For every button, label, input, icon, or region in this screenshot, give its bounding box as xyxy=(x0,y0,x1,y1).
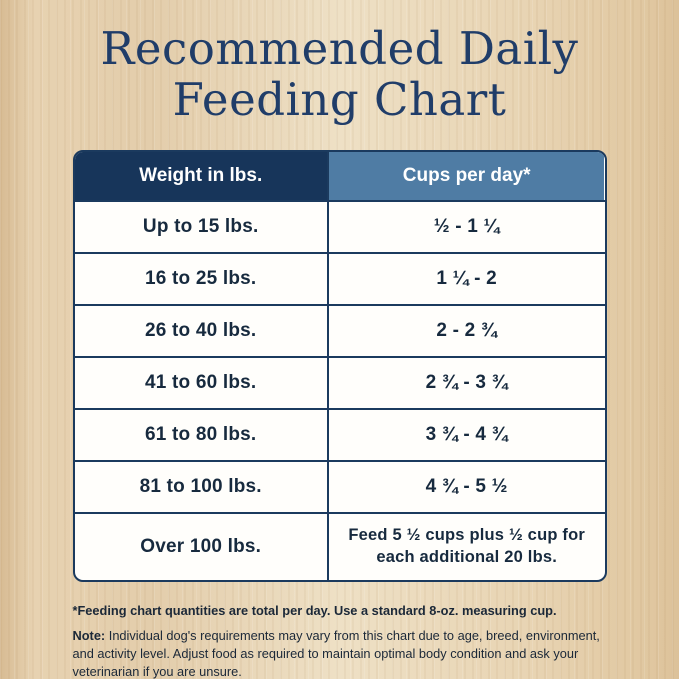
header-cups-cell: Cups per day* xyxy=(328,151,605,200)
table-row: 41 to 60 lbs. 2 ¾ - 3 ¾ xyxy=(74,355,605,408)
note-body: Individual dog's requirements may vary f… xyxy=(72,627,600,679)
cups-cell: Feed 5 ½ cups plus ½ cup for each additi… xyxy=(348,525,586,566)
table-row: 16 to 25 lbs. 1 ¼ - 2 xyxy=(74,251,605,304)
feeding-table: Weight in lbs. Cups per day* Up to 15 lb… xyxy=(72,149,607,582)
page-title-line-1: Recommended Daily xyxy=(100,22,579,75)
cups-cell: 4 ¾ - 5 ½ xyxy=(425,475,508,497)
weight-cell: Over 100 lbs. xyxy=(75,513,329,580)
page-title: Recommended Daily Feeding Chart xyxy=(0,0,679,126)
footnotes: *Feeding chart quantities are total per … xyxy=(73,602,607,679)
weight-cell: 26 to 40 lbs. xyxy=(75,305,329,356)
weight-cell: Up to 15 lbs. xyxy=(75,201,329,252)
header-weight-cell: Weight in lbs. xyxy=(74,151,329,200)
footnote-measuring-cup: *Feeding chart quantities are total per … xyxy=(72,602,557,618)
cups-cell: ½ - 1 ¼ xyxy=(433,215,500,237)
cups-cell: 1 ¼ - 2 xyxy=(436,267,497,289)
table-row: 61 to 80 lbs. 3 ¾ - 4 ¾ xyxy=(74,407,605,460)
table-row: 81 to 100 lbs. 4 ¾ - 5 ½ xyxy=(74,459,605,512)
cups-cell: 3 ¾ - 4 ¾ xyxy=(425,423,508,445)
weight-cell: 61 to 80 lbs. xyxy=(75,409,329,460)
table-header-row: Weight in lbs. Cups per day* xyxy=(74,151,605,200)
note-label: Note: xyxy=(72,627,106,643)
weight-cell: 16 to 25 lbs. xyxy=(75,253,329,304)
page-title-line-2: Feeding Chart xyxy=(172,72,507,126)
cups-cell: 2 ¾ - 3 ¾ xyxy=(425,371,508,393)
weight-cell: 41 to 60 lbs. xyxy=(75,357,329,408)
footnote-note: Note: Individual dog's requirements may … xyxy=(73,627,607,679)
table-row: Up to 15 lbs. ½ - 1 ¼ xyxy=(74,199,605,252)
table-row: Over 100 lbs. Feed 5 ½ cups plus ½ cup f… xyxy=(74,511,605,580)
weight-cell: 81 to 100 lbs. xyxy=(75,461,329,512)
cups-cell: 2 - 2 ¾ xyxy=(436,319,497,341)
table-row: 26 to 40 lbs. 2 - 2 ¾ xyxy=(74,303,605,356)
